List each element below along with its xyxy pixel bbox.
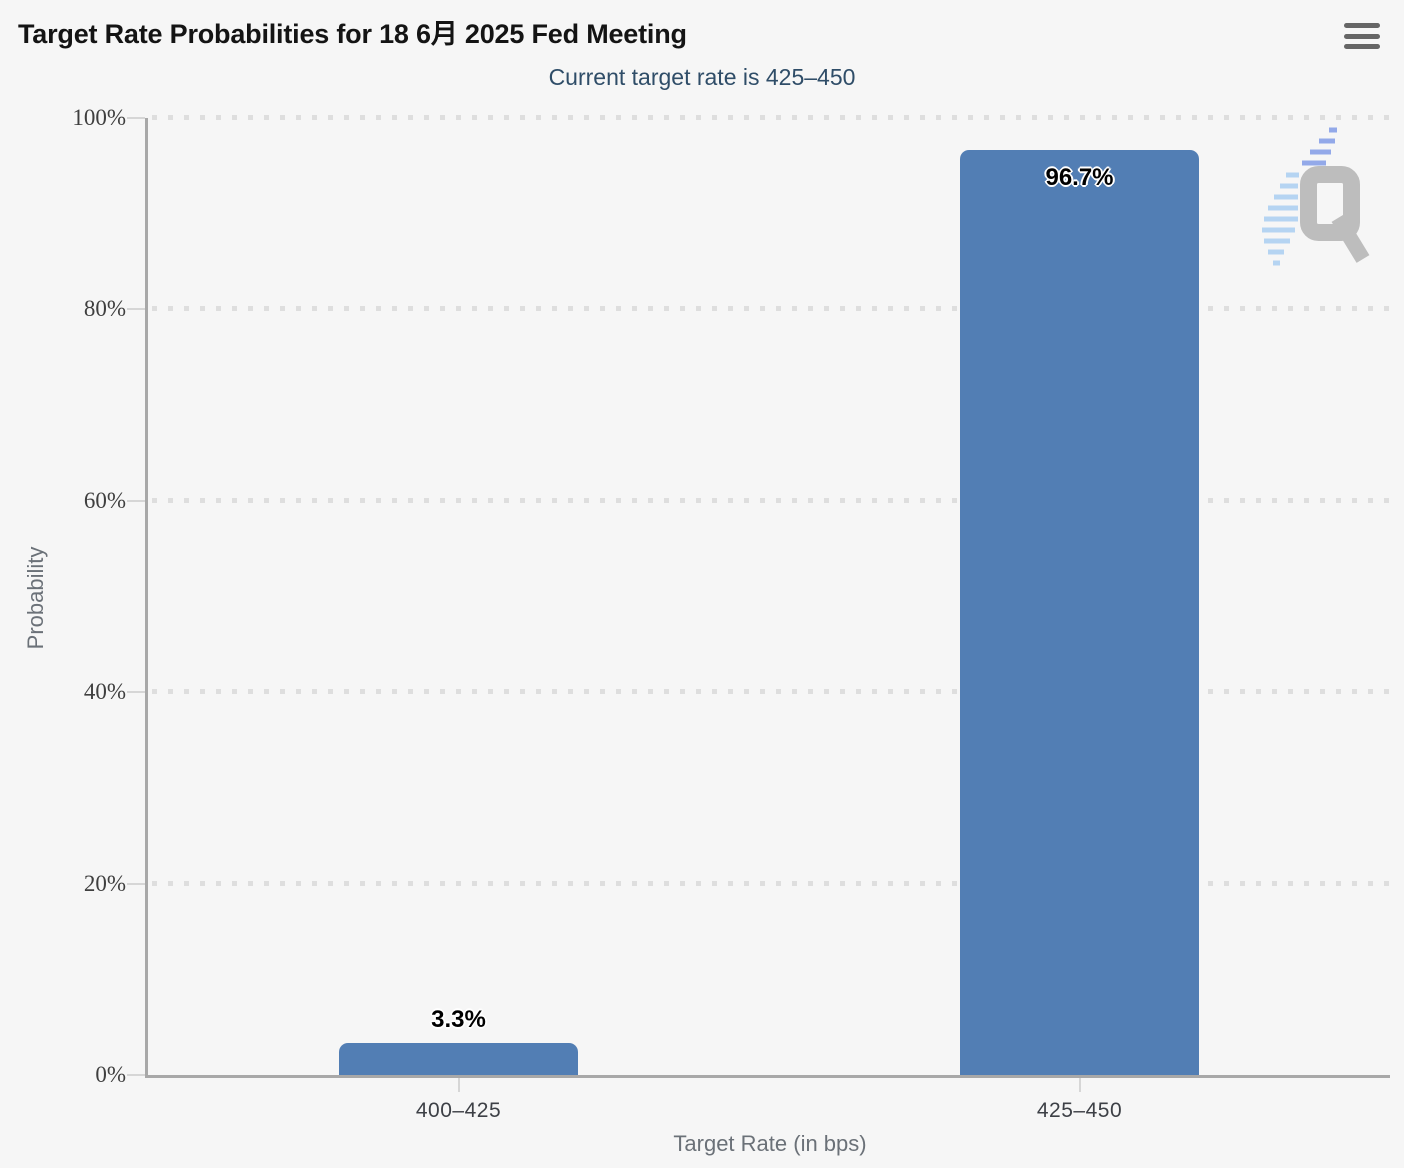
chart-title: Target Rate Probabilities for 18 6月 2025… (18, 19, 687, 49)
bar-value-label: 3.3% (431, 1006, 486, 1034)
x-axis-category-label: 425–450 (1036, 1099, 1123, 1122)
gridline (152, 306, 1390, 312)
y-axis-tick (127, 117, 145, 119)
chart-subtitle: Current target rate is 425–450 (548, 64, 856, 90)
y-axis-tick-label: 40% (83, 679, 126, 705)
logo-speed-dashes (1302, 127, 1337, 166)
x-axis-title: Target Rate (in bps) (673, 1131, 867, 1156)
plot-area: 0% 20% 40% 60% 80% 100% 3.3% 400–425 96.7% 425–45… (72, 105, 1390, 1122)
q-letter-icon (1300, 166, 1370, 263)
y-axis-tick-label: 80% (83, 296, 126, 322)
x-axis-tick (457, 1078, 460, 1092)
chart-context-menu-button[interactable] (1344, 23, 1380, 49)
y-axis-tick-label: 0% (95, 1062, 126, 1087)
bar-425–450[interactable] (960, 149, 1199, 1075)
x-axis-tick (1078, 1078, 1081, 1092)
gridline (152, 115, 1390, 120)
gridline (152, 689, 1390, 695)
bar-value-label: 96.7% (1045, 163, 1114, 191)
hamburger-icon (1344, 23, 1380, 28)
y-axis-tick-label: 20% (83, 870, 126, 896)
y-axis-title: Probability (23, 546, 48, 650)
y-axis-tick (127, 499, 145, 502)
y-axis-tick (127, 1074, 145, 1076)
y-axis-tick (127, 882, 145, 885)
bar-400–425[interactable] (339, 1043, 578, 1075)
quikstrike-logo-watermark (1262, 127, 1370, 266)
y-axis-tick (127, 308, 145, 311)
y-axis-tick-label: 60% (83, 487, 126, 513)
hamburger-icon (1344, 44, 1380, 49)
y-axis-tick (127, 691, 145, 694)
gridline (152, 497, 1390, 503)
x-axis-category-label: 400–425 (415, 1099, 502, 1122)
hamburger-icon (1344, 33, 1380, 39)
gridline (152, 880, 1390, 886)
logo-speed-dashes (1262, 172, 1299, 266)
y-axis-tick-label: 100% (72, 105, 126, 130)
